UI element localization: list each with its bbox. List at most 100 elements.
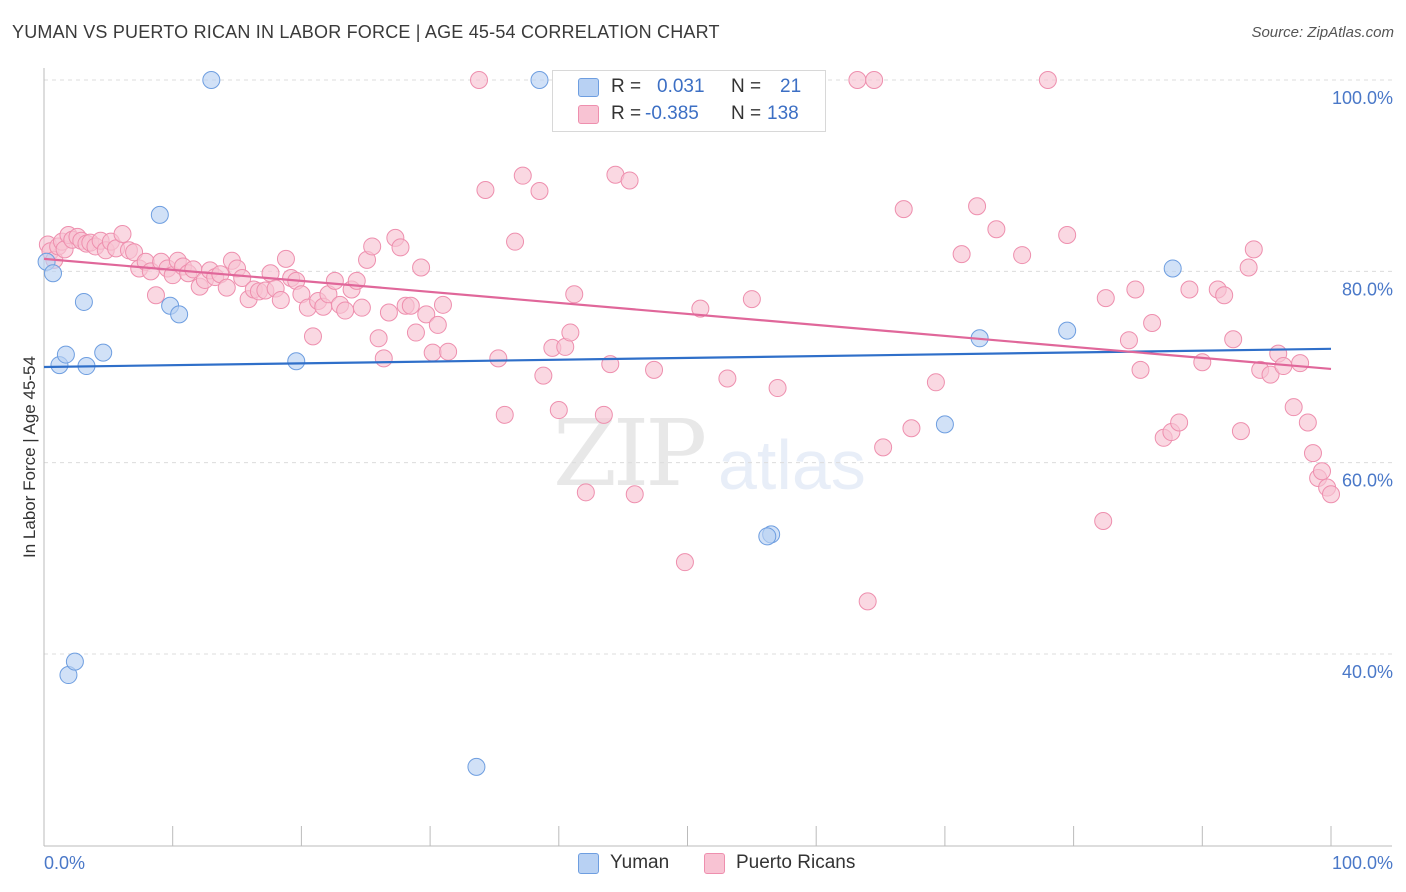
puerto-point [303,327,322,346]
puerto-point [506,232,525,251]
puerto-point [1298,413,1317,432]
puerto-point [513,166,532,185]
puerto-point [565,285,584,304]
puerto-point [549,401,568,420]
puerto-point [1131,360,1150,379]
puerto-point [625,485,644,504]
puerto-point [369,329,388,348]
yuman-n-label: N = [731,76,762,97]
puerto-point [1170,413,1189,432]
puerto-point [1038,71,1057,89]
puerto-point [894,200,913,219]
puerto-point [423,343,442,362]
puerto-point [1094,512,1113,531]
gridlines [44,79,1392,655]
puerto-point [1013,246,1032,265]
puerto-point [412,258,431,277]
yuman-point [935,415,954,434]
y-tick-label: 80.0% [1342,279,1393,299]
yuman-point [94,343,113,362]
y-tick-label: 100.0% [1332,88,1393,108]
yuman-n-value: 21 [780,76,802,97]
x-tick-label-min: 0.0% [44,853,85,873]
puerto-point [1180,280,1199,299]
x-tick-label-max: 100.0% [1332,853,1393,873]
y-tick-label: 60.0% [1342,471,1393,491]
puerto-point [576,483,595,502]
yuman-point [150,205,169,224]
puerto-point [645,360,664,379]
y-axis-label: In Labor Force | Age 45-54 [20,356,39,558]
puerto-point [1312,462,1331,481]
tick-labels: 40.0% 60.0% 80.0% 100.0% 0.0% 100.0% [44,88,1393,873]
yuman-trend-line [43,347,1332,369]
puerto-r-label: R = [611,103,642,124]
puerto-point [848,71,867,89]
puerto-point [489,349,508,368]
puerto-n-label: N = [731,103,762,124]
puerto-point [1126,280,1145,299]
axes [43,68,1392,847]
yuman-point [467,757,486,776]
yuman-point [65,652,84,671]
puerto-point [1261,365,1280,384]
puerto-point [146,286,165,305]
bottom-yuman-swatch [578,853,599,874]
puerto-point [865,71,884,89]
puerto-point [417,305,436,324]
puerto-point [858,592,877,611]
yuman-point [758,527,777,546]
puerto-point [1284,398,1303,417]
puerto-point [379,303,398,322]
puerto-point [1322,485,1340,504]
puerto-point [691,299,710,318]
puerto-point [594,405,613,424]
puerto-point [1058,225,1077,244]
puerto-point [902,419,921,438]
yuman-point [202,71,221,89]
puerto-point [952,245,971,264]
puerto-point [217,278,236,297]
yuman-point [170,305,189,324]
puerto-point [433,295,452,314]
puerto-point [874,438,893,457]
yuman-point [74,292,93,311]
puerto-point [391,238,410,257]
puerto-point [1239,258,1258,277]
puerto-point [374,349,393,368]
puerto-point [1224,330,1243,349]
puerto-point [113,225,132,244]
puerto-point [926,373,945,392]
puerto-point [1215,286,1234,305]
puerto-point [620,171,639,190]
puerto-point [439,342,458,361]
yuman-r-value: 0.031 [657,76,705,97]
puerto-point [675,553,694,572]
source-label: Source: ZipAtlas.com [1251,24,1394,41]
puerto-point [406,323,425,342]
y-tick-label: 40.0% [1342,662,1393,682]
puerto-point [495,405,514,424]
puerto-point [401,296,420,315]
puerto-point [1193,353,1212,372]
yuman-point [1163,259,1182,278]
puerto-point [1303,444,1322,463]
puerto-point [276,249,295,268]
correlation-legend: R = 0.031 N = 21 R = -0.385 N = 138 [552,70,826,132]
yuman-point [56,345,75,364]
bottom-puerto-label: Puerto Ricans [736,852,856,873]
yuman-swatch [578,78,599,97]
puerto-point [1119,331,1138,350]
legend-row-yuman: R = 0.031 N = 21 [553,74,825,100]
puerto-point [530,181,549,200]
bottom-yuman-label: Yuman [610,852,670,873]
watermark-atlas: atlas [718,426,866,504]
puerto-point [742,290,761,309]
puerto-point [336,301,355,320]
puerto-point [363,237,382,256]
puerto-point [470,71,489,89]
puerto-point [968,197,987,216]
puerto-point [352,298,371,317]
data-points [37,71,1340,776]
puerto-r-value: -0.385 [645,103,699,124]
